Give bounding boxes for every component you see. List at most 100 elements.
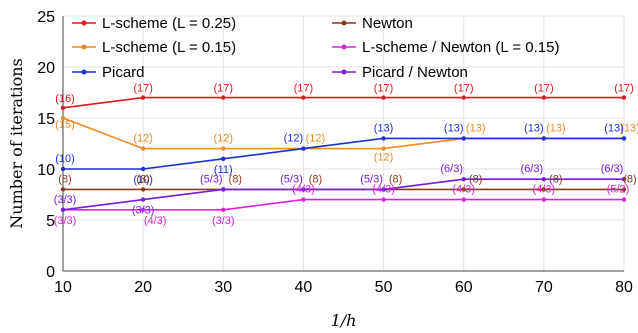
data-point: [541, 197, 547, 202]
axes: 10 20 30 40 50 60 70 80 0 5 10 15 20 25: [37, 9, 633, 296]
series-line-4: [63, 198, 624, 211]
data-label: (5/3): [360, 173, 383, 185]
data-label: (8): [309, 173, 322, 185]
legend-label: Newton: [362, 15, 413, 32]
data-label: (16): [55, 93, 75, 105]
data-label: (4/3): [372, 184, 395, 196]
data-point: [381, 146, 386, 151]
data-label: (12): [133, 133, 153, 145]
data-label: (8): [229, 173, 242, 185]
data-point: [381, 187, 386, 192]
data-label: (13): [546, 122, 566, 134]
data-point: [301, 197, 306, 202]
legend-item: L-scheme / Newton (L = 0.15): [332, 39, 559, 56]
data-point: [221, 95, 226, 100]
data-point: [140, 207, 146, 212]
data-labels: (16) (17) (17) (17) (17) (17) (17) (17) (15) (12)…: [54, 83, 638, 227]
legend-item: L-scheme (L = 0.15): [72, 39, 236, 56]
data-label: (17): [133, 83, 153, 95]
series-line-0: [62, 96, 624, 109]
data-point: [221, 146, 226, 151]
y-tick-label: 15: [37, 111, 55, 128]
data-point: [541, 136, 547, 141]
legend-item: Picard: [72, 64, 145, 81]
data-label: (12): [374, 152, 394, 164]
x-tick-label: 30: [214, 279, 232, 296]
data-label: (8): [58, 173, 71, 185]
data-label: (13): [524, 122, 544, 134]
data-point: [221, 156, 226, 161]
data-point: [140, 95, 146, 100]
data-point: [541, 95, 547, 100]
data-point: [301, 146, 306, 151]
data-point: [381, 95, 386, 100]
data-point: [541, 187, 547, 192]
data-point: [461, 197, 466, 202]
series-group: [60, 95, 627, 212]
data-point: [60, 207, 66, 212]
y-tick-label: 5: [46, 213, 55, 230]
data-label: (8): [549, 173, 562, 185]
legend-label: L-scheme (L = 0.25): [102, 15, 236, 32]
data-label: (13): [604, 122, 624, 134]
y-tick-label: 10: [37, 162, 55, 179]
data-point: [221, 207, 226, 212]
data-point: [381, 197, 386, 202]
legend-label: Picard / Newton: [362, 64, 468, 81]
data-label: (3/3): [132, 205, 155, 217]
y-tick-label: 25: [37, 9, 55, 26]
data-label: (17): [614, 83, 634, 95]
data-label: (12): [306, 133, 326, 145]
data-point: [381, 136, 386, 141]
data-label: (5/3): [200, 173, 223, 185]
data-label: (6/3): [521, 163, 544, 175]
data-label: (17): [454, 83, 474, 95]
data-label: (4/3): [533, 184, 556, 196]
data-label: (3/3): [212, 215, 235, 227]
x-tick-label: 50: [375, 279, 393, 296]
legend-marker: [81, 69, 87, 75]
data-label: (6/3): [601, 163, 624, 175]
data-point: [140, 146, 146, 151]
legend-marker: [341, 69, 347, 75]
data-label: (12): [214, 133, 234, 145]
data-label: (17): [294, 83, 314, 95]
x-tick-label: 80: [615, 279, 633, 296]
data-label: (10): [133, 174, 153, 186]
data-point: [60, 166, 66, 172]
legend-label: L-scheme (L = 0.15): [102, 39, 236, 56]
data-point: [461, 95, 466, 100]
data-point: [621, 95, 627, 100]
data-label: (5/3): [280, 173, 303, 185]
data-point: [621, 197, 627, 202]
series-line-2: [63, 137, 624, 170]
legend-item: L-scheme (L = 0.25): [72, 15, 236, 32]
x-tick-label: 20: [134, 279, 152, 296]
x-tick-label: 40: [295, 279, 313, 296]
data-label: (13): [374, 122, 394, 134]
series-line-5: [62, 178, 624, 211]
data-point: [140, 197, 146, 202]
x-tick-label: 70: [535, 279, 553, 296]
data-label: (3/3): [54, 215, 77, 227]
data-label: (17): [534, 83, 554, 95]
data-point: [301, 95, 306, 100]
data-point: [60, 105, 66, 111]
y-tick-label: 0: [46, 264, 55, 281]
data-label: (4/3): [452, 184, 475, 196]
data-label: (11): [214, 164, 233, 176]
legend-label: L-scheme / Newton (L = 0.15): [362, 39, 559, 56]
data-point: [140, 187, 146, 192]
data-label: (4/3): [144, 215, 167, 227]
legend-item: Picard / Newton: [332, 64, 468, 81]
data-point: [461, 136, 466, 141]
data-label: (4/3): [292, 184, 315, 196]
data-label: (10): [55, 153, 75, 165]
x-tick-label: 10: [54, 279, 72, 296]
legend-marker: [341, 44, 347, 50]
y-tick-label: 20: [37, 60, 55, 77]
data-label: (13): [466, 122, 486, 134]
data-label: (8): [389, 173, 402, 185]
data-label: (13): [444, 122, 464, 134]
